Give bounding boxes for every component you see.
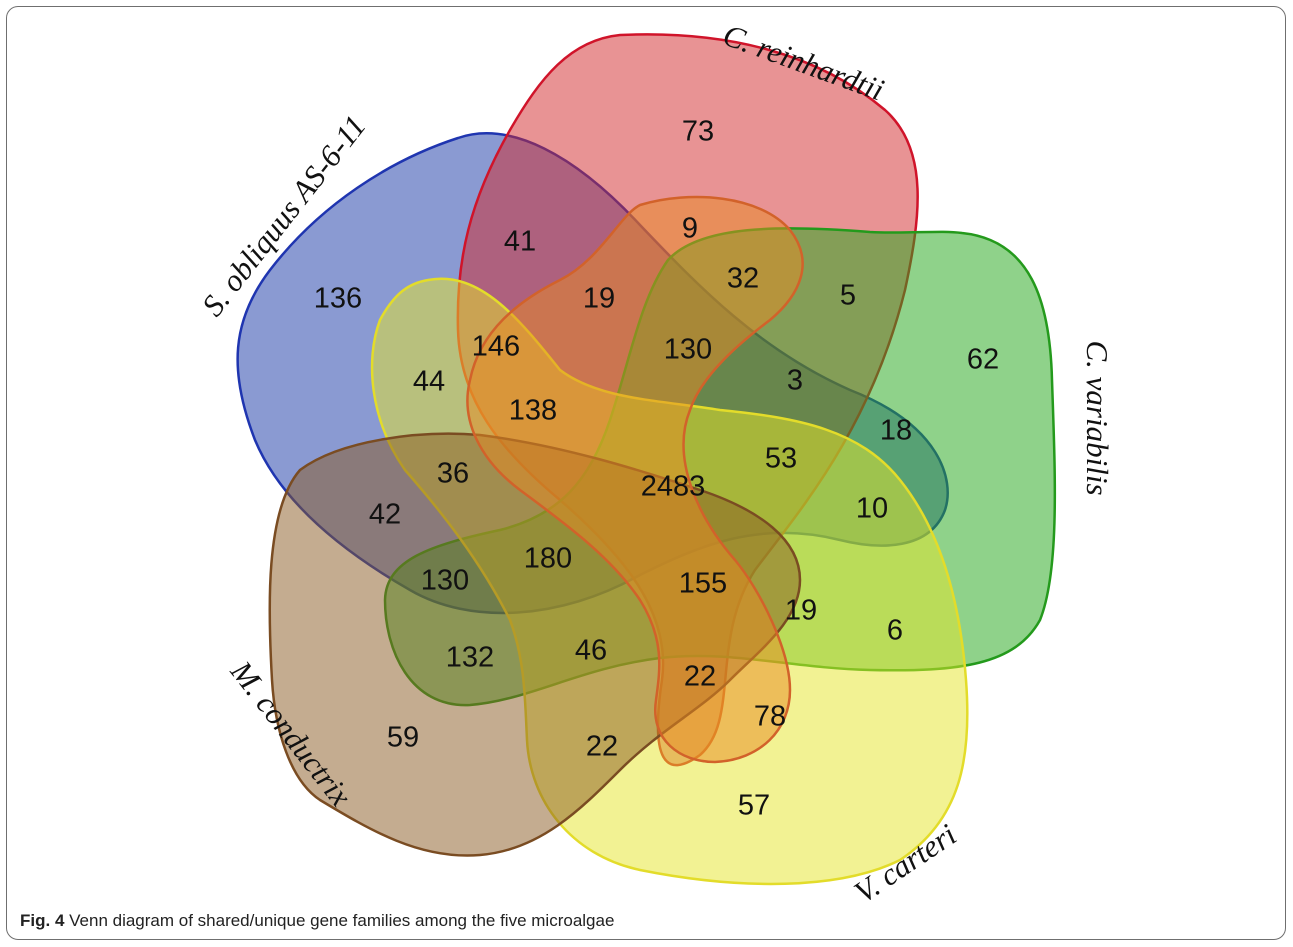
region-count: 59 bbox=[387, 722, 419, 754]
region-count: 6 bbox=[887, 615, 903, 647]
region-count: 32 bbox=[727, 263, 759, 295]
region-count: 132 bbox=[446, 642, 494, 674]
region-count: 22 bbox=[684, 661, 716, 693]
set-shape-c-reinhardtii-inner bbox=[466, 195, 804, 764]
region-count: 36 bbox=[437, 458, 469, 490]
region-count: 19 bbox=[583, 283, 615, 315]
region-count: 18 bbox=[880, 415, 912, 447]
region-count: 136 bbox=[314, 283, 362, 315]
region-count: 10 bbox=[856, 493, 888, 525]
region-count: 146 bbox=[472, 331, 520, 363]
region-count: 42 bbox=[369, 499, 401, 531]
region-count: 130 bbox=[664, 334, 712, 366]
set-label-c-variabilis: C. variabilis bbox=[1080, 340, 1115, 495]
caption-label: Fig. 4 bbox=[20, 911, 65, 930]
region-count: 44 bbox=[413, 366, 445, 398]
region-count: 138 bbox=[509, 395, 557, 427]
region-count: 19 bbox=[785, 595, 817, 627]
region-count: 9 bbox=[682, 213, 698, 245]
region-count: 46 bbox=[575, 635, 607, 667]
region-count: 180 bbox=[524, 543, 572, 575]
region-count: 57 bbox=[738, 790, 770, 822]
region-count: 3 bbox=[787, 365, 803, 397]
region-count: 5 bbox=[840, 280, 856, 312]
region-count: 78 bbox=[754, 701, 786, 733]
region-count: 62 bbox=[967, 344, 999, 376]
region-count: 41 bbox=[504, 226, 536, 258]
region-count: 73 bbox=[682, 116, 714, 148]
region-count: 155 bbox=[679, 568, 727, 600]
region-count: 2483 bbox=[641, 471, 706, 503]
figure-caption: Fig. 4 Venn diagram of shared/unique gen… bbox=[20, 911, 614, 931]
caption-text: Venn diagram of shared/unique gene famil… bbox=[64, 911, 615, 930]
region-count: 130 bbox=[421, 565, 469, 597]
region-count: 53 bbox=[765, 443, 797, 475]
region-count: 22 bbox=[586, 731, 618, 763]
